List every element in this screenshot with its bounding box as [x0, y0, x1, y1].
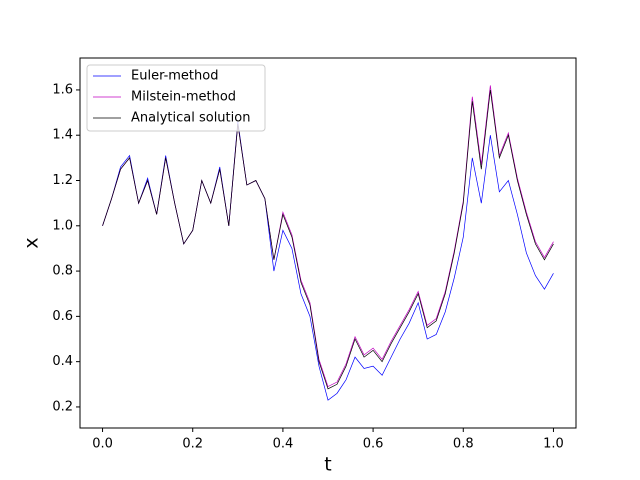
y-tick-label: 1.2	[52, 173, 73, 188]
legend-label: Analytical solution	[131, 111, 250, 126]
x-tick-label: 0.0	[92, 437, 113, 452]
series-line	[102, 89, 554, 390]
series-line	[102, 121, 554, 401]
x-tick-label: 0.6	[363, 437, 384, 452]
legend-box	[86, 64, 266, 132]
x-axis-label: t	[324, 454, 331, 476]
y-axis-label: x	[21, 237, 43, 248]
y-tick-label: 0.2	[52, 399, 73, 414]
y-tick-label: 1.0	[52, 218, 73, 233]
x-tick-label: 1.0	[543, 437, 564, 452]
legend-label: Euler-method	[131, 69, 218, 84]
y-tick-label: 1.6	[52, 82, 73, 97]
y-tick-label: 0.6	[52, 309, 73, 324]
plot-frame	[79, 57, 577, 429]
y-tick-label: 1.4	[52, 128, 73, 143]
y-tick-label: 0.4	[52, 354, 73, 369]
legend-label: Milstein-method	[131, 90, 236, 105]
x-tick-label: 0.2	[182, 437, 203, 452]
x-tick-label: 0.8	[453, 437, 474, 452]
x-tick-label: 0.4	[273, 437, 294, 452]
y-tick-label: 0.8	[52, 264, 73, 279]
